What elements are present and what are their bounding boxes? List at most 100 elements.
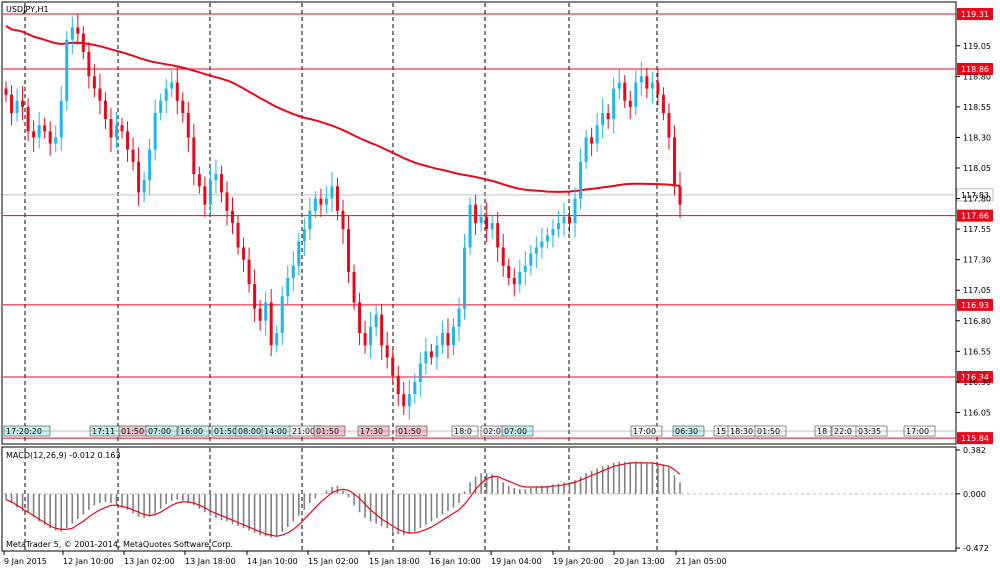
candle-body: [297, 241, 301, 266]
level-tag-label: 119.31: [961, 10, 989, 19]
candle-body: [37, 125, 41, 138]
event-label: 02:0: [483, 427, 501, 436]
candle-body: [208, 180, 212, 205]
candle-body: [440, 333, 444, 346]
candle-body: [120, 125, 124, 132]
event-label: 17:00: [906, 427, 929, 436]
candle-body: [253, 284, 257, 309]
candle-body: [186, 113, 190, 138]
candle-body: [197, 174, 201, 187]
candle-body: [457, 308, 461, 327]
candle-body: [335, 186, 339, 211]
level-tag-label: 116.93: [961, 301, 989, 310]
candle-body: [639, 76, 643, 83]
candle-body: [562, 216, 566, 223]
candle-body: [92, 76, 96, 89]
candle-body: [584, 137, 588, 162]
time-tick-label: 20 Jan 13:00: [614, 557, 665, 566]
candle-body: [656, 82, 660, 95]
event-label: 01:50: [398, 427, 421, 436]
price-tick-label: 118.05: [963, 164, 991, 173]
candle-body: [286, 278, 290, 297]
event-markers[interactable]: 17:20:20 17:11 01:50 07:00 16:00 01:50 08:00 14…: [3, 425, 955, 437]
candle-body: [468, 204, 472, 248]
level-tag: [957, 8, 993, 20]
candle-body: [634, 82, 638, 107]
candle-body: [87, 51, 91, 77]
price-tick-label: 117.30: [963, 256, 991, 265]
candle-body: [369, 326, 373, 346]
candle-body: [76, 27, 80, 34]
time-tick-label: 19 Jan 20:00: [553, 557, 604, 566]
time-tick-label: 9 Jan 2015: [4, 557, 47, 566]
candle-body: [413, 381, 417, 395]
event-label: 17:00: [633, 427, 656, 436]
candle-body: [579, 161, 583, 199]
level-tag-label: 115.84: [961, 434, 989, 443]
macd-signal-line: [5, 462, 681, 537]
event-label: 18:0: [454, 427, 472, 436]
time-tick-label: 19 Jan 04:00: [491, 557, 542, 566]
candle-body: [26, 106, 30, 132]
event-label: 07:00: [148, 427, 171, 436]
candle-body: [308, 210, 312, 230]
candle-body: [485, 216, 489, 230]
time-tick-label: 15 Jan 02:00: [308, 557, 359, 566]
candle-body: [103, 100, 107, 120]
candle-body: [573, 198, 577, 223]
candle-body: [319, 198, 323, 205]
candle-body: [264, 302, 268, 321]
event-label: 17:11: [92, 427, 115, 436]
candle-body: [612, 88, 616, 120]
current-price-label: 117.83: [961, 191, 989, 200]
candle-body: [523, 265, 527, 272]
event-label: 18:30: [730, 427, 753, 436]
candle-body: [479, 216, 483, 223]
symbol-label: USDJPY,H1: [6, 5, 49, 14]
event-label: 17:30: [360, 427, 383, 436]
price-tick-label: 118.80: [963, 72, 991, 81]
event-label: 14:00: [264, 427, 287, 436]
price-tick-label: 119.05: [963, 42, 991, 51]
candle-body: [418, 363, 422, 382]
candle-body: [170, 82, 174, 89]
event-label: 01:50: [757, 427, 780, 436]
price-tick-label: 117.05: [963, 286, 991, 295]
event-label: 01:50: [214, 427, 237, 436]
event-label: 18: [817, 427, 827, 436]
price-tick-label: 116.55: [963, 347, 991, 356]
candle-body: [617, 82, 621, 89]
candle-body: [236, 223, 240, 248]
candle-body: [518, 271, 522, 285]
macd-tick-label: 0.000: [963, 490, 986, 499]
price-tick-label: 117.55: [963, 225, 991, 234]
candle-body: [231, 210, 235, 223]
level-tag-label: 116.34: [961, 373, 989, 382]
candle-body: [109, 119, 113, 138]
horizontal-levels[interactable]: 119.31 118.86 117.66 116.93 116.34 115.84 117.…: [3, 8, 994, 445]
candle-body: [32, 131, 36, 138]
candle-body: [81, 33, 85, 52]
candle-body: [65, 39, 69, 101]
moving-average-line: [5, 25, 681, 193]
time-tick-label: 13 Jan 02:00: [124, 557, 175, 566]
candle-body: [153, 113, 157, 150]
event-label: 08:00: [238, 427, 261, 436]
event-label: 15: [716, 427, 726, 436]
ma-polyline: [5, 25, 681, 193]
candle-body: [148, 149, 152, 181]
indicator-frame: [1, 446, 957, 552]
candle-body: [545, 235, 549, 242]
candle-body: [247, 259, 251, 285]
candle-body: [380, 314, 384, 346]
candle-body: [474, 204, 478, 223]
candle-body: [507, 265, 511, 278]
time-tick-label: 13 Jan 18:00: [185, 557, 236, 566]
time-axis: 9 Jan 2015 12 Jan 10:00 13 Jan 02:00 13 Jan…: [3, 551, 727, 566]
event-label: 17:20:20: [6, 427, 42, 436]
candle-body: [21, 100, 25, 107]
candle-body: [280, 296, 284, 333]
copyright-label: MetaTrader 5, © 2001-2014, MetaQuotes So…: [6, 540, 233, 549]
candle-body: [114, 125, 118, 138]
